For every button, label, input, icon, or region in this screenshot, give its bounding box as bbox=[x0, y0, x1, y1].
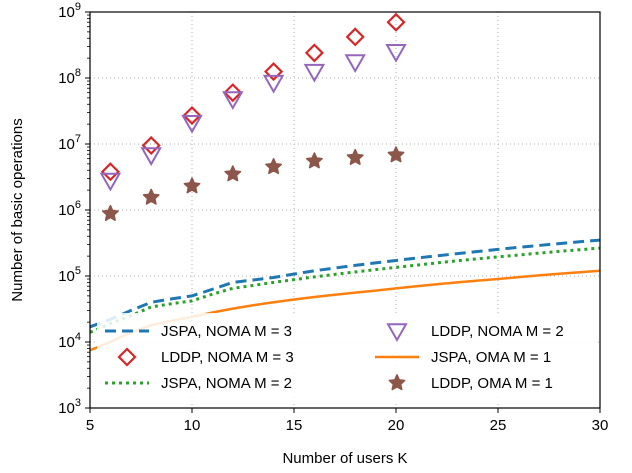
legend-entry: JSPA, NOMA M = 3 bbox=[105, 323, 292, 340]
legend-label: LDDP, NOMA M = 3 bbox=[161, 349, 294, 366]
data-point bbox=[182, 105, 202, 126]
y-tick-label: 108 bbox=[58, 67, 81, 87]
legend-label: LDDP, NOMA M = 2 bbox=[431, 323, 564, 340]
data-point bbox=[265, 158, 283, 175]
data-point bbox=[223, 83, 243, 103]
data-point bbox=[303, 63, 326, 83]
x-tick-label: 5 bbox=[86, 417, 94, 434]
legend-label: JSPA, OMA M = 1 bbox=[431, 349, 551, 366]
y-tick-label: 106 bbox=[58, 199, 81, 219]
x-tick-label: 30 bbox=[592, 417, 609, 434]
data-point bbox=[142, 188, 160, 205]
legend-entry: JSPA, OMA M = 1 bbox=[375, 349, 551, 366]
data-point bbox=[304, 43, 324, 63]
x-axis-label: Number of users K bbox=[282, 450, 407, 467]
series-markers bbox=[99, 12, 407, 221]
y-tick-label: 104 bbox=[58, 331, 81, 351]
data-point bbox=[141, 135, 161, 156]
series-markers-1 bbox=[100, 12, 406, 182]
data-point bbox=[101, 204, 119, 221]
y-axis-label: Number of basic operations bbox=[9, 118, 26, 301]
y-tick-label: 107 bbox=[58, 133, 81, 153]
x-tick-label: 10 bbox=[184, 417, 201, 434]
legend: JSPA, NOMA M = 3 LDDP, NOMA M = 3 JSPA, NO… bbox=[97, 313, 595, 403]
legend-label: JSPA, NOMA M = 3 bbox=[161, 323, 292, 340]
y-tick-label: 109 bbox=[58, 1, 81, 21]
series-markers-3 bbox=[99, 43, 407, 192]
legend-background bbox=[97, 313, 595, 403]
legend-marker-swatch bbox=[117, 347, 137, 367]
axis-ticks bbox=[85, 11, 601, 413]
series-line-0 bbox=[89, 238, 601, 329]
data-point bbox=[181, 114, 203, 134]
data-point bbox=[222, 91, 244, 111]
data-point bbox=[140, 147, 162, 167]
data-point bbox=[387, 146, 405, 163]
x-tick-label: 25 bbox=[490, 417, 507, 434]
legend-label: LDDP, OMA M = 1 bbox=[431, 375, 553, 392]
x-tick-labels: 5 10 15 20 25 30 bbox=[86, 417, 609, 434]
legend-marker-swatch bbox=[388, 374, 406, 391]
data-point bbox=[386, 12, 406, 32]
legend-label: JSPA, NOMA M = 2 bbox=[161, 375, 292, 392]
data-point bbox=[262, 74, 285, 94]
legend-entry: LDDP, OMA M = 1 bbox=[388, 374, 553, 392]
data-point bbox=[99, 172, 122, 192]
y-tick-labels: 103 104 105 106 107 108 109 bbox=[58, 1, 81, 417]
legend-marker-swatch bbox=[386, 323, 408, 343]
x-tick-label: 20 bbox=[388, 417, 405, 434]
series-line-2 bbox=[89, 246, 601, 334]
x-tick-label: 15 bbox=[286, 417, 303, 434]
legend-entry: JSPA, NOMA M = 2 bbox=[105, 375, 292, 392]
data-point bbox=[183, 177, 201, 194]
data-point bbox=[224, 165, 242, 182]
data-point bbox=[100, 162, 120, 182]
data-point bbox=[305, 152, 323, 169]
legend-entry: LDDP, NOMA M = 2 bbox=[386, 323, 564, 343]
y-tick-label: 105 bbox=[58, 265, 81, 285]
data-point bbox=[344, 54, 366, 73]
data-point bbox=[345, 27, 365, 47]
data-point bbox=[346, 148, 364, 165]
data-point bbox=[264, 62, 284, 82]
series-markers-5 bbox=[101, 146, 405, 221]
legend-entry: LDDP, NOMA M = 3 bbox=[117, 347, 294, 367]
y-tick-label: 103 bbox=[58, 397, 81, 417]
data-point bbox=[385, 43, 407, 63]
